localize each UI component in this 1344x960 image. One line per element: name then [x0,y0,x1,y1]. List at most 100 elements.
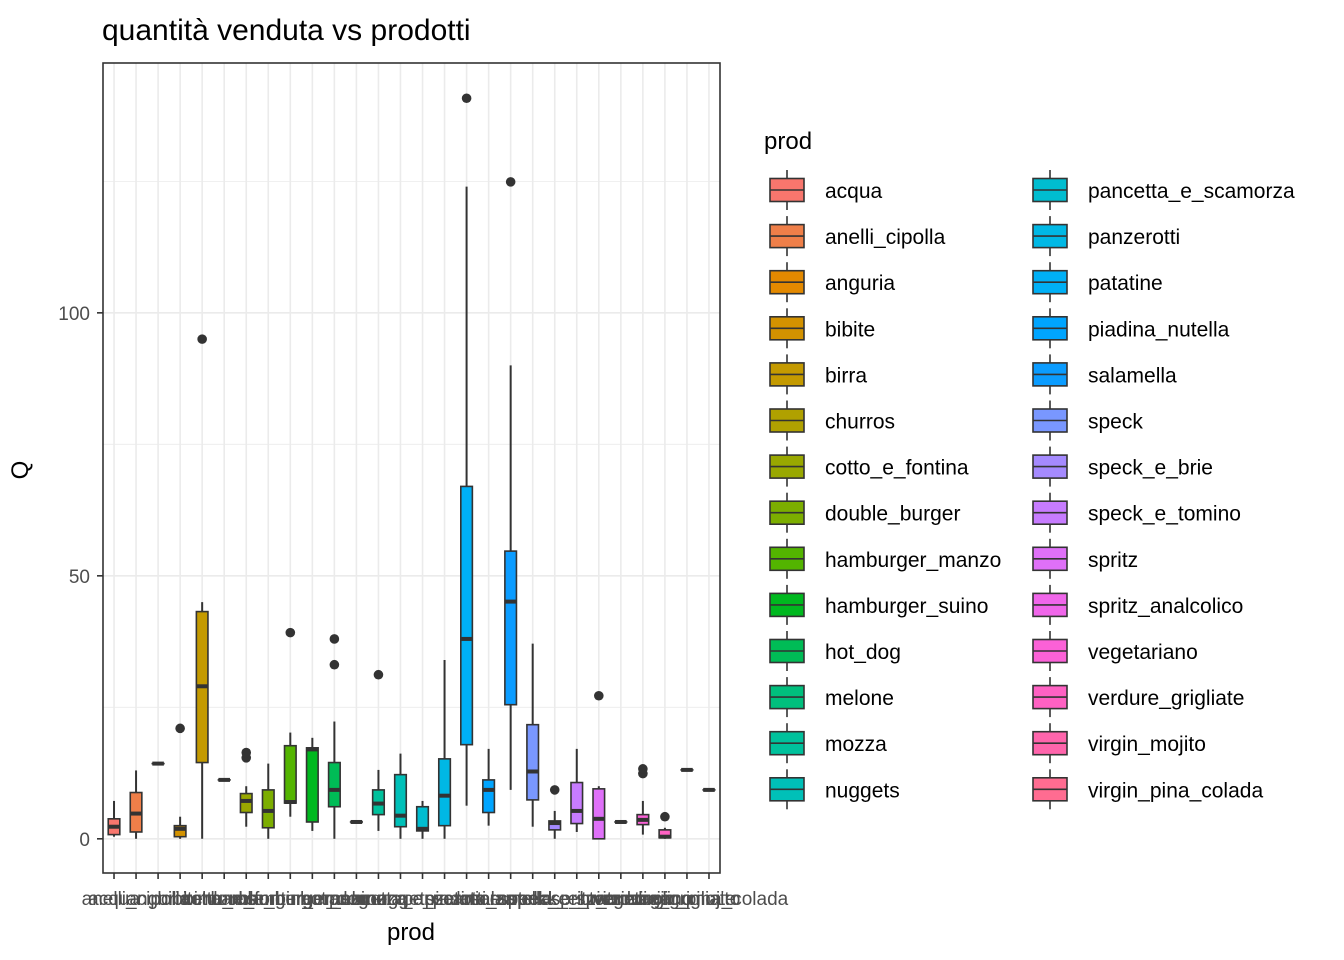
x-tick-label: birra [183,889,221,910]
legend-label: patatine [1088,272,1163,295]
x-tick-label: salamella [471,889,552,910]
outlier-point [660,811,670,822]
x-tick-label: speck_e_brie [498,889,611,910]
legend-label: spritz_analcolico [1088,595,1243,618]
box-speck_e_brie [548,785,562,839]
legend-label: vegetariano [1088,641,1198,664]
box-nuggets [393,753,408,839]
outlier-point [175,723,185,734]
chart-title: quantità venduta vs prodotti [102,14,471,47]
legend-item-piadina_nutella: piadina_nutella [1032,308,1230,349]
legend-item-spritz_analcolico: spritz_analcolico [1032,584,1243,625]
box-cotto_e_fontina [239,747,253,827]
box-vegetariano [636,764,650,835]
x-tick-label: piadina_nutella [425,889,553,910]
box-mozza [371,669,386,831]
box-body [460,485,474,746]
legend-item-pancetta_e_scamorza: pancetta_e_scamorza [1032,170,1295,210]
x-tick-label: hamburger_suino [238,889,386,910]
outlier-point [373,669,384,680]
legend-item-panzerotti: panzerotti [1032,216,1180,257]
legend-label: anelli_cipolla [825,226,946,249]
y-tick-label: 100 [58,304,90,325]
x-tick-label: hot_dog [300,889,369,910]
box-piadina_nutella [482,748,496,826]
x-tick-label: virgin_pina_colada [630,889,789,910]
box-panzerotti [437,659,452,839]
x-tick-label: verdure_grigliate [594,889,736,910]
box-body [239,792,253,814]
legend-title: prod [764,128,812,155]
legend-item-bibite: bibite [769,308,875,349]
x-tick-label: melone [325,889,387,910]
legend-label: speck_e_brie [1088,457,1213,480]
legend-label: speck [1088,411,1143,434]
box-spritz [592,690,606,840]
legend-label: hot_dog [825,641,901,664]
x-tick-label: panzerotti [403,889,486,910]
legend-item-double_burger: double_burger [769,492,960,533]
box-hamburger_manzo [283,627,297,817]
box-bibite [173,723,187,839]
legend-item-melone: melone [769,677,894,718]
legend-label: birra [825,364,867,387]
box-body [393,773,408,828]
legend-label: hamburger_suino [825,595,988,618]
legend-item-salamella: salamella [1032,354,1177,395]
legend-label: bibite [825,318,875,341]
box-acqua [107,800,121,837]
legend-item-mozza: mozza [769,723,887,764]
box-body [592,788,606,840]
outlier-point [329,634,340,644]
box-body [504,550,518,706]
box-pancetta_e_scamorza [415,800,430,839]
box-anelli_cipolla [129,770,143,839]
legend-label: piadina_nutella [1088,318,1230,341]
legend-item-speck: speck [1032,400,1143,441]
x-tick-label: cotto_e_fontina [181,889,311,910]
x-axis: acquaanelli_cipollaanguriabibitebirrachu… [82,873,789,910]
x-tick-label: anelli_cipolla [82,889,191,910]
legend-label: mozza [825,733,887,756]
legend-label: virgin_mojito [1088,733,1206,756]
x-tick-label: bibite [157,889,202,910]
legend-item-hot_dog: hot_dog [769,631,901,671]
box-double_burger [261,763,275,839]
x-tick-label: nuggets [367,889,435,910]
outlier-point [197,334,207,344]
outlier-point [638,764,648,774]
legend-item-verdure_grigliate: verdure_grigliate [1032,677,1244,718]
outlier-point [329,659,340,670]
outlier-point [461,93,472,104]
legend-label: virgin_pina_colada [1088,779,1263,802]
x-tick-label: acqua [88,889,140,910]
box-patatine [460,93,474,806]
box-body [173,824,187,838]
legend-item-patatine: patatine [1032,262,1163,303]
box-hamburger_suino [305,737,319,831]
legend-item-hamburger_suino: hamburger_suino [769,584,988,625]
legend-item-speck_e_tomino: speck_e_tomino [1032,492,1241,533]
x-tick-label: virgin_mojito [634,889,741,910]
legend-label: acqua [825,180,883,203]
x-tick-label: anguria [126,889,190,910]
x-tick-label: speck [508,889,558,910]
legend-item-cotto_e_fontina: cotto_e_fontina [769,446,969,487]
legend-label: hamburger_manzo [825,549,1001,572]
box-salamella [504,177,518,790]
legend-label: verdure_grigliate [1088,687,1244,710]
box-body [261,789,275,829]
legend-item-nuggets: nuggets [769,769,900,810]
outlier-point [285,627,296,638]
legend-item-anguria: anguria [769,262,895,303]
legend-label: speck_e_tomino [1088,503,1241,526]
legend-label: melone [825,687,894,710]
outlier-point [505,177,516,187]
box-body [415,805,430,832]
legend-item-anelli_cipolla: anelli_cipolla [769,216,946,257]
box-birra [195,334,209,839]
box-body [570,781,584,825]
x-tick-label: spritz_analcolico [551,889,691,910]
box-body [437,758,452,827]
